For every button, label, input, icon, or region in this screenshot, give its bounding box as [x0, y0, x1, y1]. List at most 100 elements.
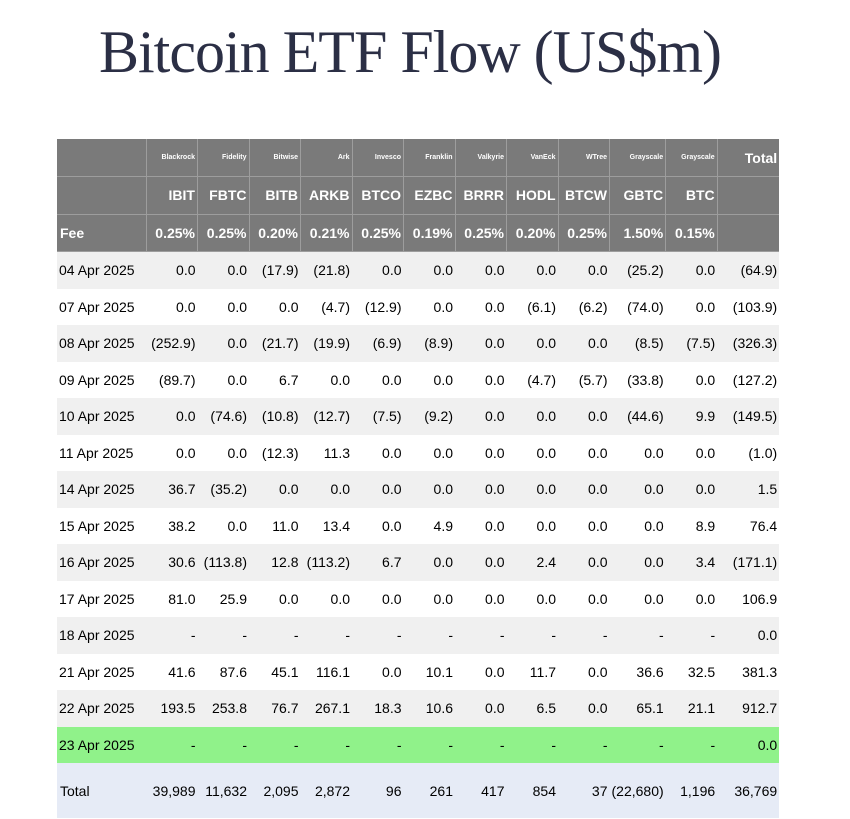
flow-cell: -	[558, 617, 610, 654]
ticker-label: ARKB	[300, 176, 353, 215]
etf-flow-table: Blackrock Fidelity Bitwise Ark Invesco Frankl…	[57, 139, 780, 818]
ticker-label: HODL	[506, 176, 559, 215]
flow-cell: (4.7)	[527, 371, 556, 388]
flow-cell: 8.9	[695, 517, 716, 534]
fee-value: 0.15%	[665, 214, 718, 252]
flow-cell: 0.0	[536, 517, 556, 534]
fee-value: 0.25%	[197, 214, 250, 252]
flow-cell: (33.8)	[627, 371, 664, 388]
flow-cell: -	[609, 726, 666, 763]
flow-cell: 0.0	[403, 251, 455, 289]
row-total: (127.2)	[732, 371, 778, 388]
flow-cell: (7.5)	[352, 398, 404, 435]
total-column-header: Total	[717, 139, 780, 177]
row-total: 912.7	[717, 690, 780, 727]
total-cell: 96	[352, 763, 404, 818]
ticker-label: BRRR	[455, 176, 507, 215]
flow-cell: -	[558, 726, 610, 763]
flow-cell: 0.0	[485, 298, 505, 315]
flow-cell: 0.0	[588, 444, 608, 461]
total-cell: 854	[506, 763, 558, 818]
flow-cell: 36.7	[146, 471, 198, 508]
flow-cell: (74.6)	[197, 398, 249, 435]
totals-row: Total 39,989 11,632 2,095 2,872 96 261 417 854 37…	[57, 763, 780, 818]
table-row: 04 Apr 2025 0.0 0.0 (17.9) (21.8) 0.0 0.0 0.0 0.…	[57, 251, 780, 289]
flow-cell: 0.0	[506, 325, 558, 362]
flow-cell: 0.0	[176, 298, 196, 315]
total-cell: 39,989	[146, 763, 198, 818]
flow-cell: (8.9)	[403, 325, 455, 362]
flow-cell: 267.1	[300, 690, 352, 727]
flow-cell: 87.6	[219, 663, 247, 680]
row-total: 76.4	[749, 517, 778, 534]
flow-cell: 81.0	[168, 590, 196, 607]
flow-cell: 11.0	[272, 517, 299, 534]
ticker-label: EZBC	[403, 176, 456, 215]
total-cell: 11,632	[197, 763, 249, 818]
flow-cell: 41.6	[168, 663, 196, 680]
fee-value: 0.25%	[455, 214, 507, 252]
table-row: 09 Apr 2025 (89.7) 0.0 6.7 0.0 0.0 0.0 0.0 (4.7)…	[57, 362, 779, 399]
flow-cell: (4.7)	[321, 298, 350, 315]
row-date: 23 Apr 2025	[57, 726, 146, 763]
flow-cell: 0.0	[485, 517, 505, 534]
flow-cell: 0.0	[644, 590, 664, 607]
ticker-label: FBTC	[197, 176, 250, 215]
flow-cell: 76.7	[249, 690, 301, 727]
flow-cell: (10.8)	[249, 398, 301, 435]
ticker-label: BITB	[249, 176, 301, 215]
flow-cell: 0.0	[558, 471, 610, 508]
row-total: 0.0	[717, 617, 780, 654]
issuer-name: Bitwise	[249, 139, 301, 177]
issuer-name: Fidelity	[197, 139, 250, 177]
total-cell: 1,196	[665, 763, 718, 818]
flow-cell: -	[197, 617, 249, 654]
flow-cell: 10.6	[403, 690, 455, 727]
flow-cell: 0.0	[536, 444, 556, 461]
flow-cell: 0.0	[485, 371, 505, 388]
row-date: 21 Apr 2025	[59, 663, 135, 680]
flow-cell: 0.0	[455, 325, 507, 362]
row-total: (103.9)	[732, 298, 778, 315]
flow-cell: -	[300, 726, 352, 763]
flow-cell: (12.3)	[261, 444, 299, 461]
ticker-label: BTCW	[558, 176, 610, 215]
flow-cell: -	[455, 726, 507, 763]
total-cell: 37	[558, 763, 610, 818]
flow-cell: (21.7)	[249, 325, 301, 362]
flow-cell: 0.0	[558, 544, 610, 581]
header-corner	[57, 139, 147, 177]
flow-cell: -	[609, 617, 666, 654]
flow-cell: 65.1	[609, 690, 666, 727]
fee-value: 0.25%	[146, 214, 198, 252]
table-row: 08 Apr 2025 (252.9) 0.0 (21.7) (19.9) (6.9) (8…	[57, 325, 780, 362]
flow-cell: 45.1	[271, 663, 299, 680]
flow-cell: (17.9)	[249, 251, 301, 289]
row-date: 07 Apr 2025	[59, 298, 135, 315]
table-row: 16 Apr 2025 30.6 (113.8) 12.8 (113.2) 6.7 0.0 0…	[57, 544, 780, 581]
flow-cell: -	[249, 726, 301, 763]
flow-cell: 0.0	[227, 298, 247, 315]
total-cell: 2,872	[300, 763, 352, 818]
ticker-header-row: IBIT FBTC BITB ARKB BTCO EZBC BRRR HODL BTCW GBTC…	[57, 176, 780, 215]
flow-cell: 3.4	[665, 544, 718, 581]
row-date: 17 Apr 2025	[59, 590, 135, 607]
flow-cell: 0.0	[588, 590, 608, 607]
flow-cell: (113.2)	[300, 544, 352, 581]
flow-cell: 0.0	[146, 251, 198, 289]
flow-cell: 0.0	[665, 471, 718, 508]
total-cell: 417	[455, 763, 507, 818]
flow-cell: -	[352, 726, 404, 763]
flow-cell: 25.9	[219, 590, 247, 607]
flow-cell: 0.0	[695, 444, 716, 461]
flow-cell: 0.0	[536, 590, 556, 607]
table-row: 11 Apr 2025 0.0 0.0 (12.3) 11.3 0.0 0.0 0.0 0.0 0…	[57, 435, 779, 472]
row-date: 18 Apr 2025	[57, 617, 146, 654]
flow-cell: (89.7)	[158, 371, 196, 388]
flow-cell: 116.1	[316, 663, 350, 680]
flow-cell: 0.0	[455, 398, 507, 435]
flow-cell: -	[403, 726, 455, 763]
issuer-name: Franklin	[403, 139, 456, 177]
row-date: 15 Apr 2025	[59, 517, 135, 534]
flow-cell: 0.0	[485, 663, 505, 680]
